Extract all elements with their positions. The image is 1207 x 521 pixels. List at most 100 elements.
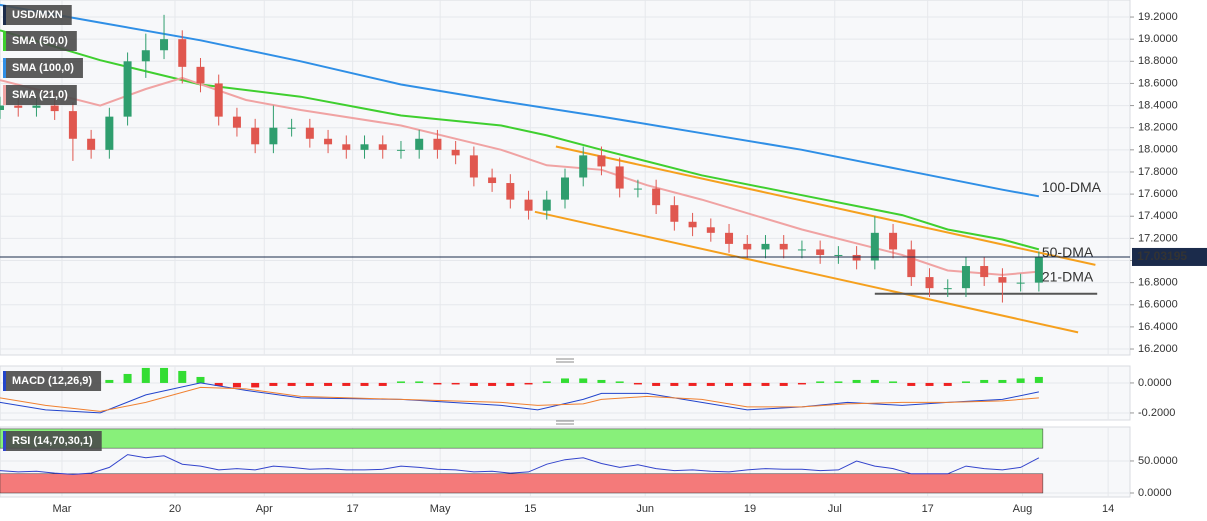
macd-histogram-bar [688,382,697,386]
candle-body [469,155,478,178]
macd-histogram-bar [451,382,460,385]
macd-histogram-bar [141,367,150,383]
candle-body [579,155,588,178]
macd-histogram-bar [925,382,934,386]
legend-box [3,85,77,105]
macd-histogram-bar [232,382,241,388]
legend-item: SMA (100,0) [3,58,83,78]
candle-body [269,127,278,145]
candle-body [160,39,169,51]
x-tick-label: Apr [256,503,273,515]
rsi-zone [0,473,1044,494]
candle-body [542,199,551,211]
candle-body [14,105,23,108]
macd-panel [0,365,1131,421]
candle-body [816,249,825,255]
candle-body [998,277,1007,283]
candle-body [287,127,296,129]
candle-body [415,138,424,150]
candle-body [178,39,187,67]
candle-body [50,105,59,112]
x-tick-label: Aug [1013,503,1033,515]
candle-body [961,266,970,289]
panel-divider[interactable] [556,358,574,363]
y-tick-label: 0.0000 [1138,487,1172,499]
legend-swatch [3,58,6,78]
last-price-box [1132,247,1207,266]
candle-body [925,277,934,289]
legend-swatch [3,5,6,25]
macd-histogram-bar [506,382,515,386]
moving-average [0,3,1040,198]
candle-body [670,205,679,222]
legend-label: USD/MXN [12,9,63,21]
y-tick-label: 17.8000 [1138,166,1178,178]
macd-histogram-bar [1034,376,1043,383]
macd-histogram-bar [469,382,478,386]
macd-histogram-bar [834,381,843,383]
macd-histogram-bar [524,382,533,385]
macd-histogram-bar [160,367,169,383]
macd-histogram-bar [415,381,424,383]
trendline [555,145,1096,266]
macd-histogram-bar [870,379,879,383]
macd-histogram-bar [961,381,970,383]
candle-body [324,138,333,145]
macd-histogram-bar [305,382,314,386]
macd-histogram-bar [816,381,825,383]
y-tick-label: 0.0000 [1138,377,1172,389]
macd-histogram-bar [652,382,661,386]
line-label: 50-DMA [1042,244,1094,260]
candle-body [834,254,843,256]
legend-label: SMA (21,0) [12,89,68,101]
legend-box [3,431,102,451]
candle-body [524,199,533,211]
candle-body [232,116,241,128]
moving-average [0,76,1039,276]
legend-box [3,5,72,25]
y-tick-label: 18.6000 [1138,77,1178,89]
x-tick-label: 19 [744,503,756,515]
y-tick-label: 17.2000 [1138,232,1178,244]
macd-histogram-bar [488,382,497,386]
candle-body [943,288,952,290]
macd-line [0,382,1040,414]
legend-swatch [3,85,6,105]
panel-divider[interactable] [556,420,574,425]
candle-body [1016,282,1025,284]
candle-body [214,83,223,117]
y-tick-label: 16.2000 [1138,343,1178,355]
legend-item: SMA (21,0) [3,85,77,105]
candle-body [852,254,861,261]
candle-body [688,221,697,228]
macd-histogram-bar [706,382,715,386]
legend-item: RSI (14,70,30,1) [3,431,102,451]
last-price-label: 17.03195 [1137,249,1187,263]
candle-body [105,116,114,150]
legend-label: MACD (12,26,9) [12,375,92,387]
y-tick-label: 19.0000 [1138,33,1178,45]
candle-body [633,188,642,190]
macd-histogram-bar [251,382,260,388]
macd-histogram-bar [105,379,114,383]
macd-histogram-bar [743,382,752,386]
macd-histogram-bar [123,373,132,383]
macd-histogram-bar [779,382,788,386]
x-tick-label: 14 [1102,503,1114,515]
trendline [534,210,1079,334]
candle-body [870,232,879,261]
legend-swatch [3,371,6,391]
macd-histogram-bar [561,378,569,383]
macd-histogram-bar [725,382,734,386]
macd-histogram-bar [943,382,952,386]
macd-line [0,386,1039,412]
macd-histogram-bar [196,376,205,383]
macd-histogram-bar [797,382,806,385]
y-tick-label: 18.2000 [1138,122,1178,134]
y-tick-label: 16.6000 [1138,299,1178,311]
x-tick-label: 17 [922,503,934,515]
candle-body [488,177,497,184]
candle-body [907,249,916,278]
candle-body [761,243,770,250]
